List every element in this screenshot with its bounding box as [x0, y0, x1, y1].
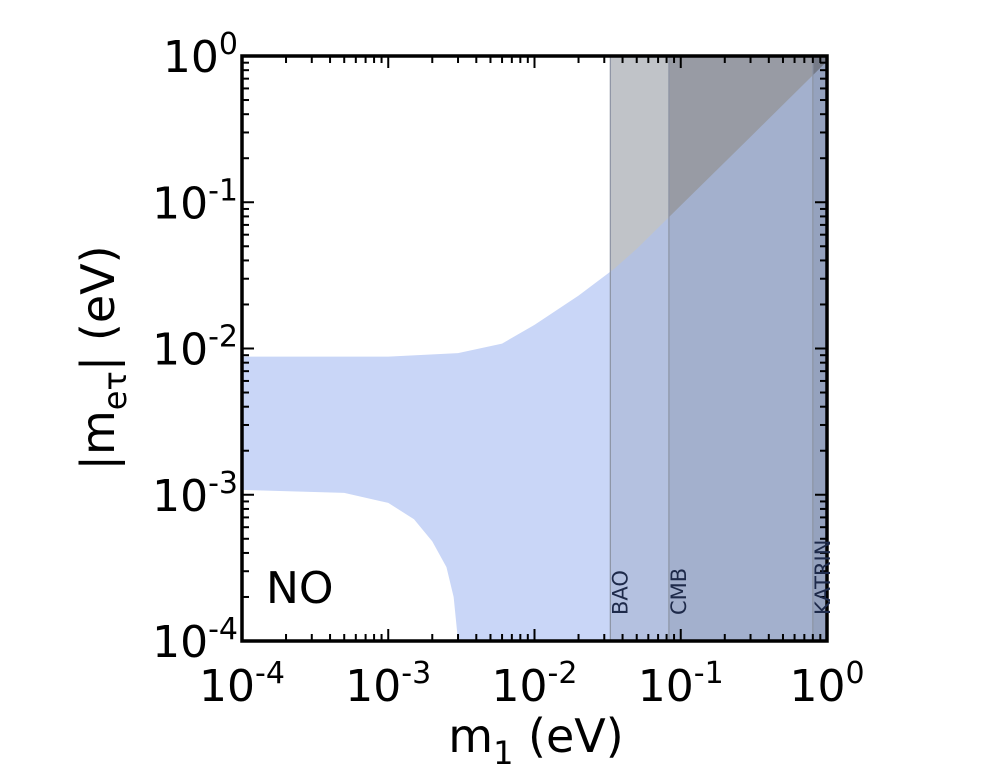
x-axis-title: m1 (eV)	[448, 709, 623, 772]
panel-label: NO	[266, 563, 334, 614]
x-tick-label: 10-1	[638, 656, 724, 712]
allowed-region-layer	[242, 61, 827, 641]
exclusion-overlay-cmb	[668, 56, 827, 641]
x-tick-label: 10-2	[492, 656, 578, 712]
plot-frame	[240, 54, 829, 643]
band-label-katrin: KATRIN	[811, 540, 835, 615]
band-labels: BAO CMB KATRIN	[608, 540, 834, 615]
band-label-bao: BAO	[608, 570, 632, 615]
exclusion-overlay-bao	[610, 56, 827, 641]
tick-labels: 10-4 10-3 10-2 10-1 100 10-4 10-3 10-2 10-1 100	[152, 27, 864, 712]
x-axis-title-main: m	[448, 709, 493, 763]
x-tick-label: 100	[789, 656, 864, 712]
y-axis-title-pre: |m	[71, 410, 126, 470]
y-axis-title-sub: eτ	[96, 371, 134, 410]
y-axis-title-post: | (eV)	[71, 245, 126, 371]
allowed-region	[242, 61, 827, 641]
x-axis-title-unit: (eV)	[513, 709, 623, 763]
y-tick-label: 10-2	[152, 320, 238, 376]
y-tick-label: 10-1	[152, 173, 238, 229]
x-axis-title-sub: 1	[493, 734, 513, 772]
band-label-cmb: CMB	[667, 568, 691, 615]
y-tick-label: 100	[163, 27, 238, 83]
y-tick-label: 10-3	[152, 466, 238, 522]
x-tick-label: 10-3	[345, 656, 431, 712]
y-tick-label: 10-4	[152, 612, 238, 668]
x-tick-label: 10-4	[199, 656, 285, 712]
y-axis-title: |meτ| (eV)	[71, 245, 134, 470]
exclusion-overlay	[609, 56, 827, 641]
